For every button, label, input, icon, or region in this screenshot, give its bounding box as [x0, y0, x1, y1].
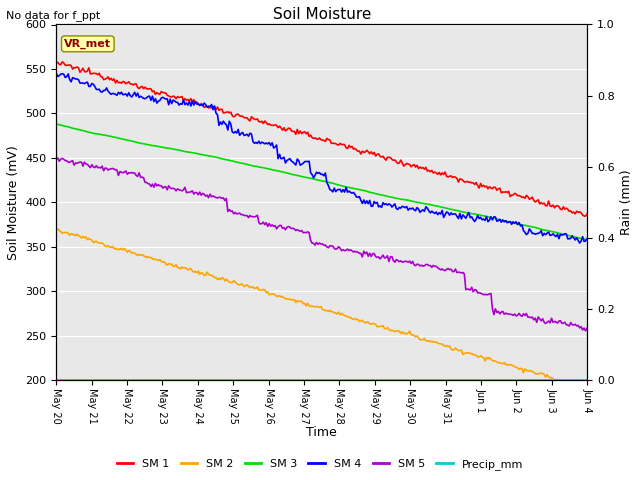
Y-axis label: Soil Moisture (mV): Soil Moisture (mV): [7, 145, 20, 260]
Y-axis label: Rain (mm): Rain (mm): [620, 169, 633, 235]
Text: No data for f_ppt: No data for f_ppt: [6, 10, 100, 21]
Text: VR_met: VR_met: [64, 39, 111, 49]
X-axis label: Time: Time: [307, 426, 337, 440]
Legend: SM 1, SM 2, SM 3, SM 4, SM 5, Precip_mm: SM 1, SM 2, SM 3, SM 4, SM 5, Precip_mm: [112, 455, 528, 474]
Title: Soil Moisture: Soil Moisture: [273, 7, 371, 22]
